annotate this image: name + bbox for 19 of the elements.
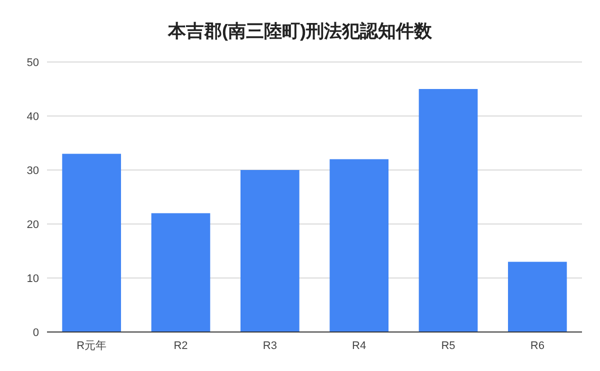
x-tick-label: R6 [530,340,544,352]
bar [151,213,210,332]
y-tick-label: 20 [26,219,39,231]
y-tick-label: 30 [26,165,39,177]
bar [418,89,478,332]
y-tick-label: 50 [26,57,39,69]
y-tick-label: 10 [26,273,39,285]
bar [330,159,389,332]
x-tick-label: R4 [352,340,366,352]
x-tick-label: R元年 [76,340,107,352]
x-tick-label: R5 [441,340,456,352]
bar [508,262,567,332]
x-tick-label: R2 [174,340,188,352]
y-tick-label: 0 [32,327,39,339]
bar [240,170,300,332]
chart-title: 本吉郡(南三陸町)刑法犯認知件数 [167,21,433,41]
x-tick-label: R3 [262,340,277,352]
y-tick-label: 40 [26,111,39,123]
bar [62,154,122,332]
